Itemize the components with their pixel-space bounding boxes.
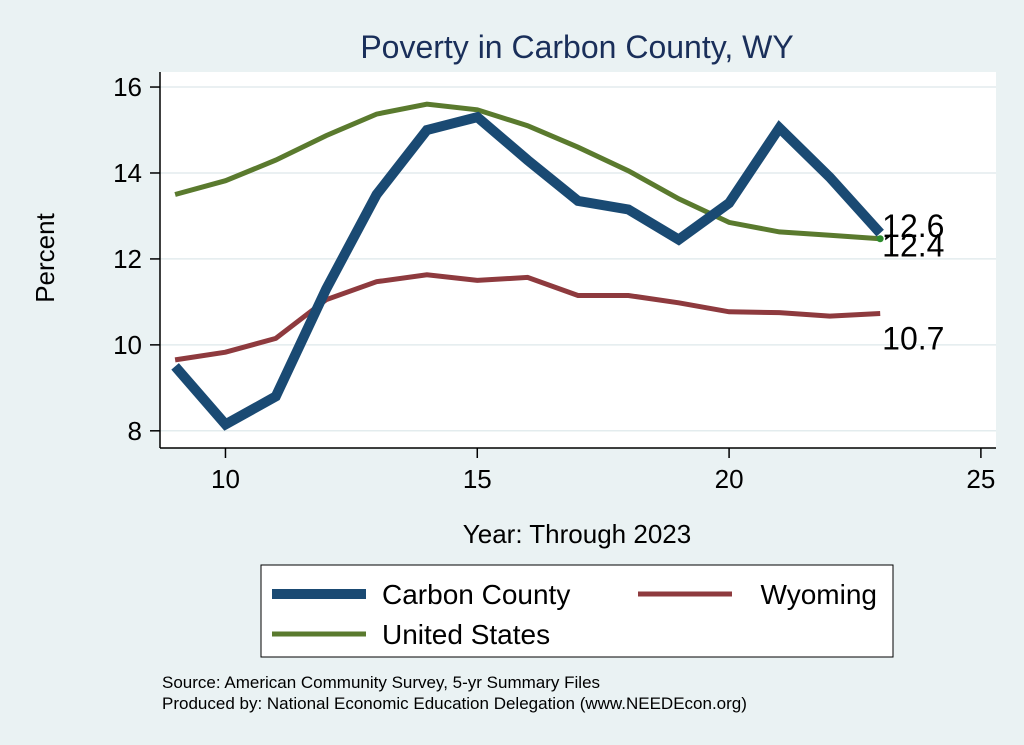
legend-label-carbon-county: Carbon County xyxy=(382,579,570,610)
legend-box xyxy=(260,564,894,658)
series-layer xyxy=(171,101,884,431)
y-tick-label-16: 16 xyxy=(113,72,142,102)
y-tick-label-10: 10 xyxy=(113,330,142,360)
x-axis-title: Year: Through 2023 xyxy=(463,519,691,549)
chart-title: Poverty in Carbon County, WY xyxy=(360,29,793,65)
y-axis-title: Percent xyxy=(30,212,60,302)
x-tick-label-20: 20 xyxy=(715,464,744,494)
end-label-carbon-county: 12.6 xyxy=(882,208,944,244)
legend-item-united-states: United States xyxy=(272,619,550,650)
y-tick-label-12: 12 xyxy=(113,244,142,274)
x-tick-label-10: 10 xyxy=(211,464,240,494)
plot-area xyxy=(160,72,996,448)
axes: 8 10 12 14 16 10 15 20 25 xyxy=(113,72,996,494)
series-line-carbon-county xyxy=(171,111,884,431)
end-labels: 12.6 10.7 12.4 xyxy=(882,208,944,356)
y-tick-label-14: 14 xyxy=(113,158,142,188)
y-tick-label-8: 8 xyxy=(128,416,142,446)
legend-label-united-states: United States xyxy=(382,619,550,650)
legend-item-wyoming: Wyoming xyxy=(638,579,877,610)
x-tick-label-25: 25 xyxy=(966,464,995,494)
legend: Carbon County Wyoming United States xyxy=(260,564,894,658)
series-line-united-states xyxy=(174,101,881,242)
end-label-united-states: 12.4 xyxy=(882,228,944,264)
producer-note: Produced by: National Economic Education… xyxy=(162,694,747,713)
source-note: Source: American Community Survey, 5-yr … xyxy=(162,673,600,692)
end-label-wyoming: 10.7 xyxy=(882,320,944,356)
legend-item-carbon-county: Carbon County xyxy=(272,579,570,610)
x-tick-label-15: 15 xyxy=(463,464,492,494)
notes: Source: American Community Survey, 5-yr … xyxy=(162,673,747,713)
series-end-point-united-states xyxy=(876,235,884,243)
series-line-wyoming xyxy=(174,272,881,363)
legend-label-wyoming: Wyoming xyxy=(761,579,877,610)
